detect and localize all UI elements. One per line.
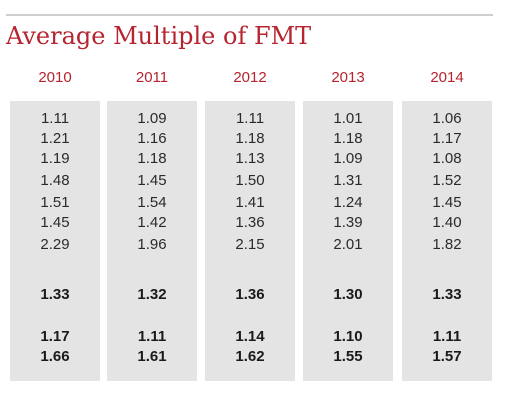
summary-value-cell: 1.55 — [333, 348, 363, 365]
value-cell: 1.24 — [333, 194, 363, 211]
value-cell: 1.16 — [137, 130, 167, 147]
value-cell: 1.01 — [333, 110, 363, 127]
value-cell: 1.50 — [235, 172, 265, 189]
value-cell: 1.09 — [333, 150, 363, 167]
year-column-2011: 1.09 1.16 1.18 1.45 1.54 1.42 1.96 1.32 1.11 1.61 — [107, 101, 197, 381]
summary-value-cell: 1.66 — [40, 348, 70, 365]
value-cell: 1.21 — [40, 130, 70, 147]
value-cell: 1.51 — [40, 194, 70, 211]
value-cell: 1.40 — [432, 214, 462, 231]
value-cell: 1.08 — [432, 150, 462, 167]
year-header-2013: 2013 — [331, 69, 365, 86]
value-cell: 1.18 — [333, 130, 363, 147]
value-cell: 1.96 — [137, 236, 167, 253]
year-column-2012: 1.11 1.18 1.13 1.50 1.41 1.36 2.15 1.36 1.14 1.62 — [205, 101, 295, 381]
year-header-2012: 2012 — [233, 69, 267, 86]
summary-value-cell: 1.11 — [432, 328, 462, 345]
value-cell: 1.18 — [137, 150, 167, 167]
value-cell: 1.06 — [432, 110, 462, 127]
year-column-2013: 1.01 1.18 1.09 1.31 1.24 1.39 2.01 1.30 1.10 1.55 — [303, 101, 393, 381]
value-cell: 1.36 — [235, 214, 265, 231]
page-title: Average Multiple of FMT — [6, 22, 312, 50]
year-header-2010: 2010 — [38, 69, 72, 86]
summary-value-cell: 1.33 — [432, 286, 462, 303]
year-header-2011: 2011 — [135, 69, 169, 86]
summary-value-cell: 1.36 — [235, 286, 265, 303]
value-cell: 1.18 — [235, 130, 265, 147]
summary-value-cell: 1.11 — [137, 328, 167, 345]
year-column-2010: 1.11 1.21 1.19 1.48 1.51 1.45 2.29 1.33 1.17 1.66 — [10, 101, 100, 381]
summary-value-cell: 1.33 — [40, 286, 70, 303]
summary-value-cell: 1.14 — [235, 328, 265, 345]
value-cell: 2.01 — [333, 236, 363, 253]
summary-value-cell: 1.61 — [137, 348, 167, 365]
value-cell: 1.09 — [137, 110, 167, 127]
value-cell: 1.45 — [40, 214, 70, 231]
summary-value-cell: 1.17 — [40, 328, 70, 345]
value-cell: 1.31 — [333, 172, 363, 189]
value-cell: 1.41 — [235, 194, 265, 211]
value-cell: 1.45 — [432, 194, 462, 211]
summary-value-cell: 1.32 — [137, 286, 167, 303]
value-cell: 1.17 — [432, 130, 462, 147]
value-cell: 1.19 — [40, 150, 70, 167]
value-cell: 1.13 — [235, 150, 265, 167]
value-cell: 1.82 — [432, 236, 462, 253]
summary-value-cell: 1.62 — [235, 348, 265, 365]
value-cell: 1.42 — [137, 214, 167, 231]
value-cell: 2.15 — [235, 236, 265, 253]
value-cell: 1.52 — [432, 172, 462, 189]
summary-value-cell: 1.57 — [432, 348, 462, 365]
value-cell: 1.48 — [40, 172, 70, 189]
value-cell: 1.54 — [137, 194, 167, 211]
value-cell: 1.39 — [333, 214, 363, 231]
summary-value-cell: 1.30 — [333, 286, 363, 303]
year-header-2014: 2014 — [430, 69, 464, 86]
value-cell: 1.45 — [137, 172, 167, 189]
top-divider — [6, 14, 493, 16]
summary-value-cell: 1.10 — [333, 328, 363, 345]
value-cell: 1.11 — [235, 110, 265, 127]
year-column-2014: 1.06 1.17 1.08 1.52 1.45 1.40 1.82 1.33 1.11 1.57 — [402, 101, 492, 381]
value-cell: 1.11 — [40, 110, 70, 127]
value-cell: 2.29 — [40, 236, 70, 253]
